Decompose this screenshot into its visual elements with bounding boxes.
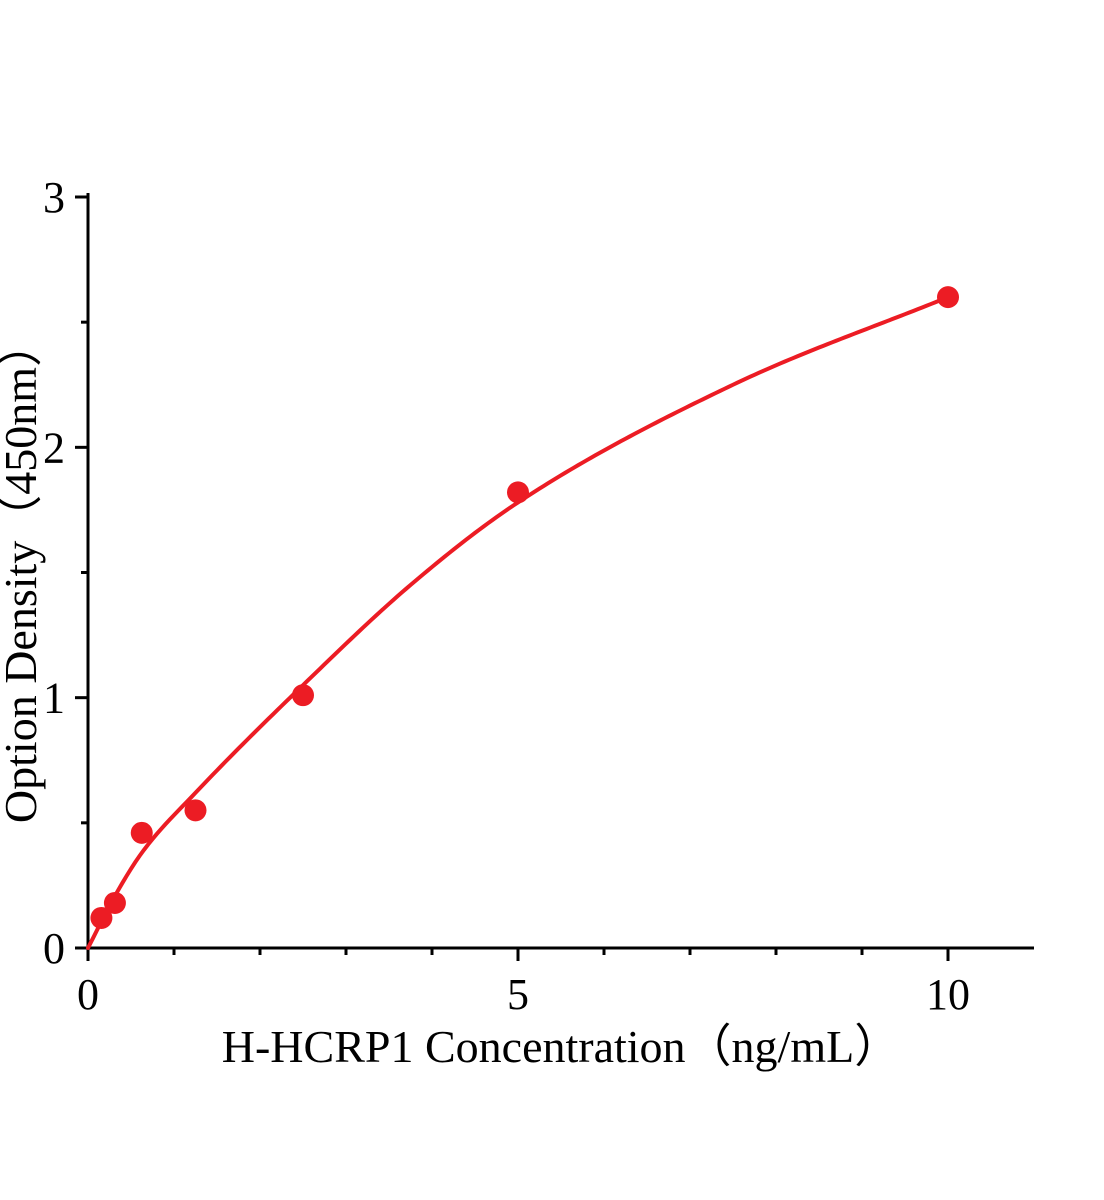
data-point <box>292 684 314 707</box>
data-point <box>507 481 529 504</box>
x-axis-title: H-HCRP1 Concentration（ng/mL） <box>222 1021 900 1072</box>
plot-area: 0 5 10 0 1 2 3 <box>43 173 1034 1019</box>
x-tick-label: 5 <box>507 970 529 1019</box>
fit-curve-line <box>86 295 950 950</box>
data-point <box>103 891 126 914</box>
y-tick-label: 0 <box>43 924 65 973</box>
data-point <box>130 821 153 844</box>
data-point <box>937 286 959 309</box>
x-tick-label: 10 <box>926 970 970 1019</box>
x-tick-label: 0 <box>77 970 99 1019</box>
data-point <box>184 799 207 822</box>
y-axis-title: Option Density（450nm） <box>0 321 46 823</box>
y-tick-label: 1 <box>43 674 65 723</box>
y-tick-label: 2 <box>43 423 65 472</box>
y-tick-label: 3 <box>43 173 65 222</box>
data-point <box>90 906 113 929</box>
